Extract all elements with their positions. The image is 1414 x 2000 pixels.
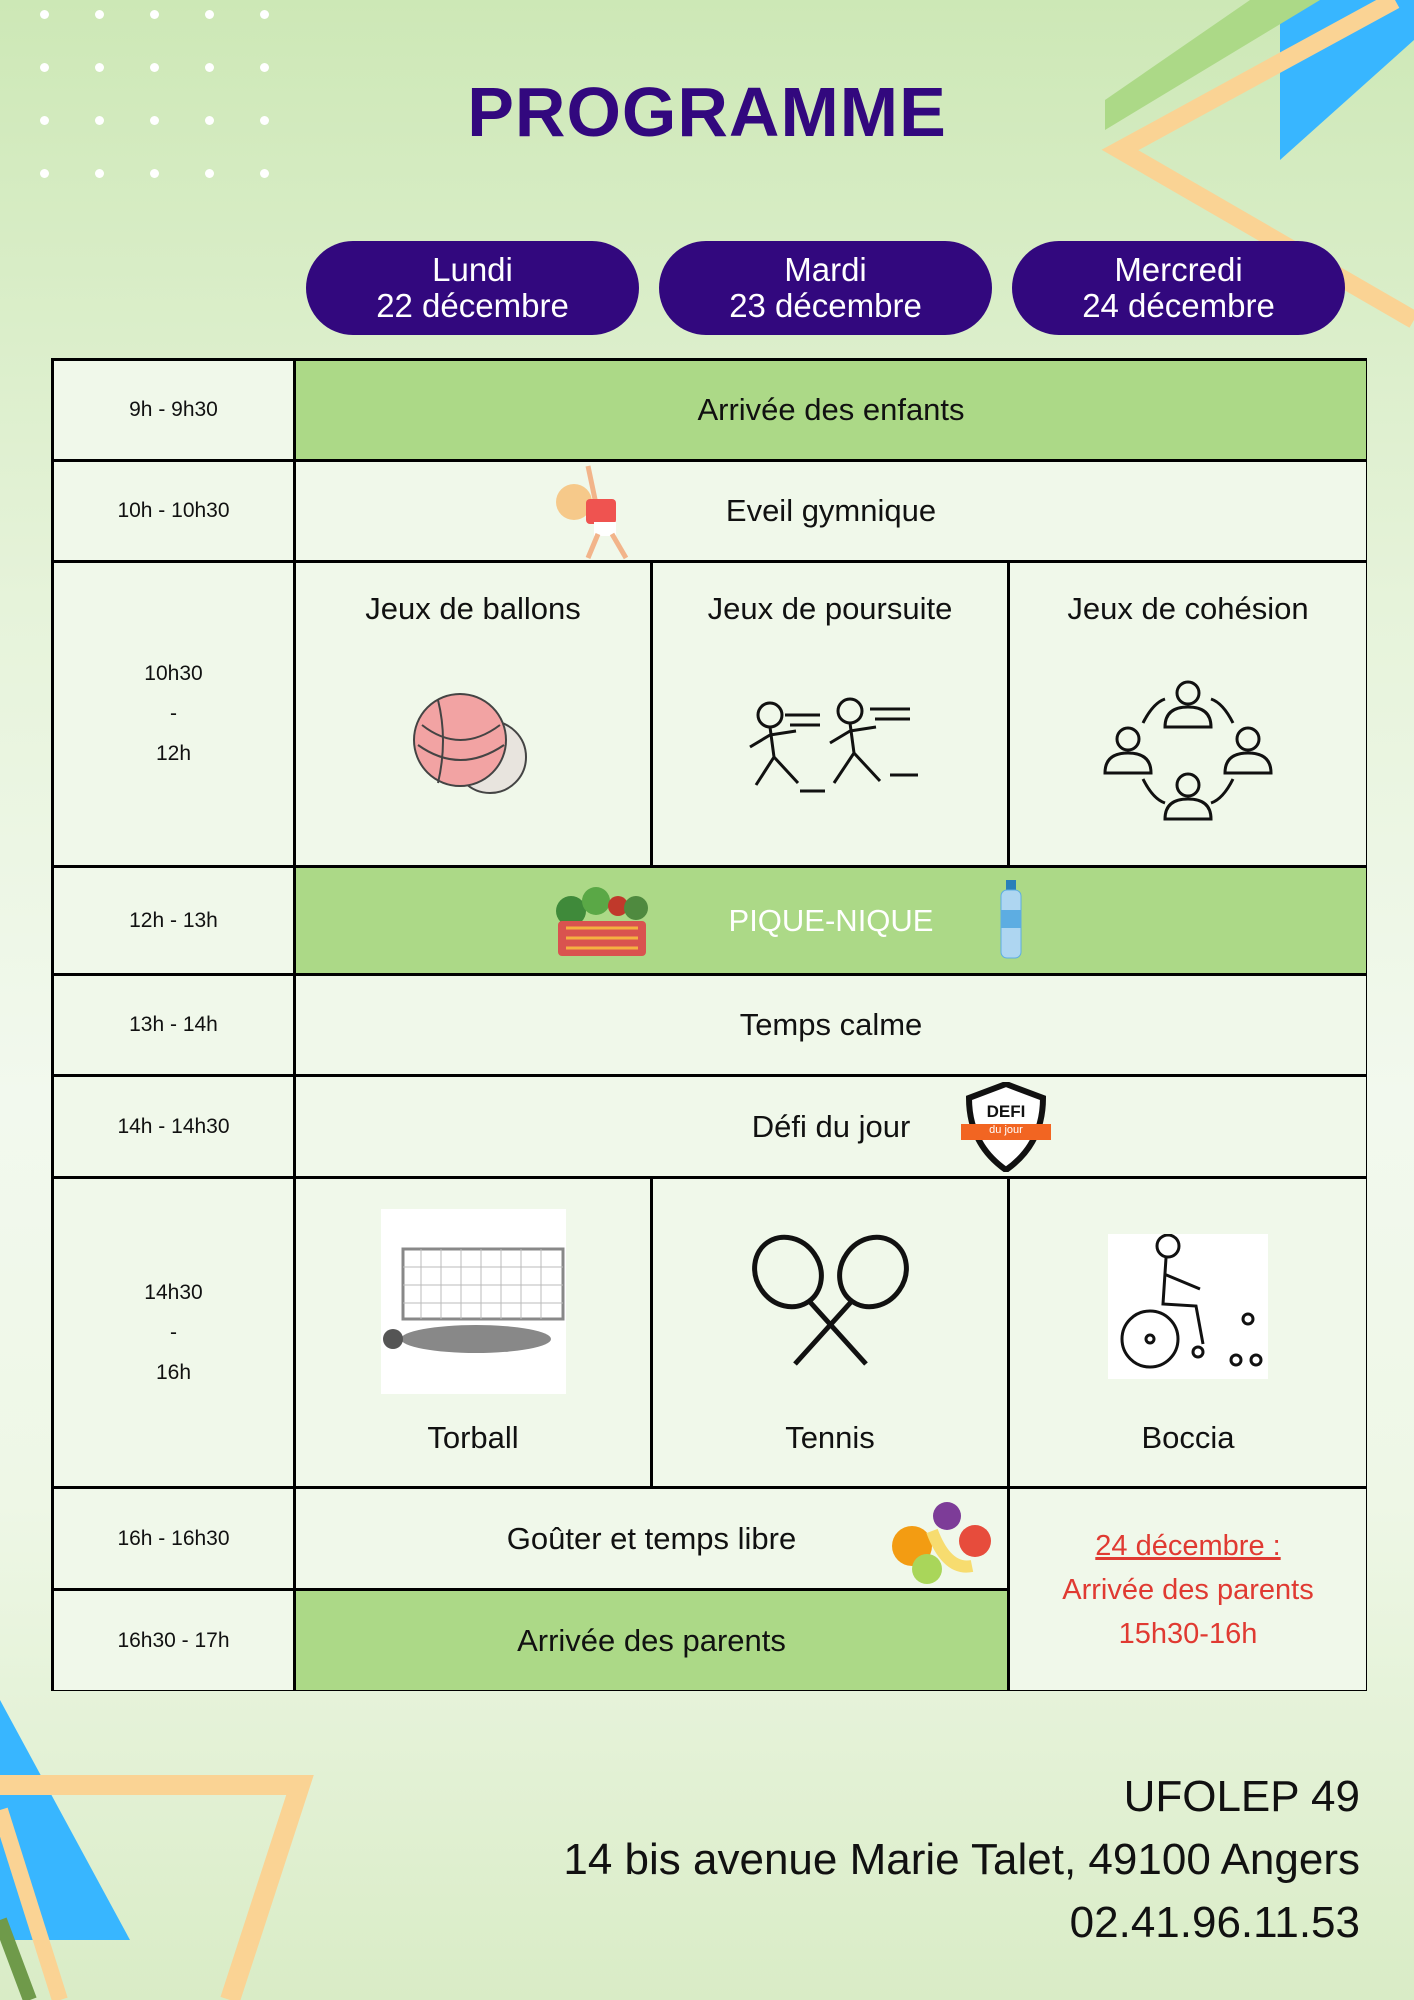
time-cell: 13h - 14h <box>54 976 293 1074</box>
activity-eveil-gymnique: Eveil gymnique <box>296 462 1366 560</box>
contact-footer: UFOLEP 49 14 bis avenue Marie Talet, 491… <box>563 1765 1360 1954</box>
dot <box>40 116 49 125</box>
activity-label: Jeux de cohésion <box>1067 591 1309 626</box>
dot <box>150 169 159 178</box>
note-date: 24 décembre : <box>1095 1529 1281 1562</box>
activity-label: PIQUE-NIQUE <box>728 902 934 938</box>
time-cell: 9h - 9h30 <box>54 361 293 459</box>
defi-badge-icon: DEFI du jour <box>961 1082 1051 1172</box>
activity-label: Boccia <box>1141 1420 1235 1455</box>
activity-torball: Torball <box>296 1179 650 1486</box>
time-cell: 12h - 13h <box>54 868 293 973</box>
activity-jeux-cohesion: Jeux de cohésion <box>1010 563 1366 865</box>
activity-boccia: Boccia <box>1010 1179 1366 1486</box>
address: 14 bis avenue Marie Talet, 49100 Angers <box>563 1835 1360 1884</box>
day-header-mercredi: Mercredi 24 décembre <box>1012 241 1345 335</box>
activity-label: Torball <box>427 1420 519 1455</box>
activity-label: Arrivée des enfants <box>697 392 965 427</box>
activity-label: Jeux de poursuite <box>707 591 953 626</box>
green-stripe-bottom <box>0 1917 37 2000</box>
activity-arrivee-enfants: Arrivée des enfants <box>296 361 1366 459</box>
time-cell: 14h - 14h30 <box>54 1077 293 1176</box>
boccia-wheelchair-icon <box>1108 1234 1268 1379</box>
activity-label: Défi du jour <box>751 1108 911 1144</box>
dot <box>95 10 104 19</box>
activity-pique-nique: PIQUE-NIQUE <box>296 868 1366 973</box>
time-cell: 10h30-12h <box>54 563 293 865</box>
activity-label: Tennis <box>785 1420 875 1455</box>
activity-jeux-ballons: Jeux de ballons <box>296 563 650 865</box>
dot <box>260 116 269 125</box>
note-mercredi-depart: 24 décembre : Arrivée des parents 15h30-… <box>1010 1489 1366 1690</box>
green-stripe-top <box>1105 0 1320 130</box>
dot <box>40 63 49 72</box>
dot <box>95 63 104 72</box>
activity-label: Arrivée des parents <box>517 1622 786 1658</box>
day-header-mardi: Mardi 23 décembre <box>659 241 992 335</box>
dot <box>260 10 269 19</box>
dot <box>40 10 49 19</box>
yarn-balls-icon <box>413 693 527 794</box>
organization-name: UFOLEP 49 <box>1123 1772 1360 1821</box>
dot <box>150 63 159 72</box>
blue-shape-bottom <box>0 1700 130 1940</box>
activity-jeux-poursuite: Jeux de poursuite <box>653 563 1007 865</box>
activity-defi-du-jour: Défi du jour DEFI du jour <box>296 1077 1366 1176</box>
dot <box>205 10 214 19</box>
page-title: PROGRAMME <box>467 73 947 151</box>
dot <box>205 116 214 125</box>
activity-label: Eveil gymnique <box>725 493 937 528</box>
dot <box>95 169 104 178</box>
orange-triangle-bottom <box>0 1775 314 2000</box>
tennis-rackets-icon <box>751 1234 909 1366</box>
torball-goalkeeper-icon <box>380 1209 566 1394</box>
time-cell: 10h - 10h30 <box>54 462 293 560</box>
note-line: Arrivée des parents <box>1062 1573 1314 1606</box>
activity-label: Goûter et temps libre <box>506 1520 797 1556</box>
activity-temps-calme: Temps calme <box>296 976 1366 1074</box>
time-cell: 14h30-16h <box>54 1179 293 1486</box>
activity-label: Jeux de ballons <box>365 591 581 626</box>
dot <box>95 116 104 125</box>
note-time: 15h30-16h <box>1118 1617 1258 1650</box>
dot <box>40 169 49 178</box>
food-basket-icon <box>556 887 648 956</box>
time-cell: 16h30 - 17h <box>54 1591 293 1690</box>
water-bottle-icon <box>1000 880 1022 959</box>
day-header-lundi: Lundi 22 décembre <box>306 241 639 335</box>
dot <box>150 10 159 19</box>
fruit-basket-icon <box>892 1502 991 1584</box>
dot <box>150 116 159 125</box>
activity-label: Temps calme <box>739 1007 923 1042</box>
dot <box>260 169 269 178</box>
dot <box>205 63 214 72</box>
time-cell: 16h - 16h30 <box>54 1489 293 1588</box>
dot <box>205 169 214 178</box>
dot <box>260 63 269 72</box>
schedule-table: 9h - 9h30 Arrivée des enfants 10h - 10h3… <box>51 358 1367 1691</box>
phone-number: 02.41.96.11.53 <box>1069 1898 1360 1947</box>
team-circle-icon <box>1103 680 1273 821</box>
running-kids-icon <box>749 697 918 793</box>
dot-pattern <box>40 10 280 190</box>
activity-tennis: Tennis <box>653 1179 1007 1486</box>
child-stretching-icon <box>556 465 629 560</box>
activity-gouter: Goûter et temps libre <box>296 1489 1007 1588</box>
activity-arrivee-parents: Arrivée des parents <box>296 1591 1007 1690</box>
